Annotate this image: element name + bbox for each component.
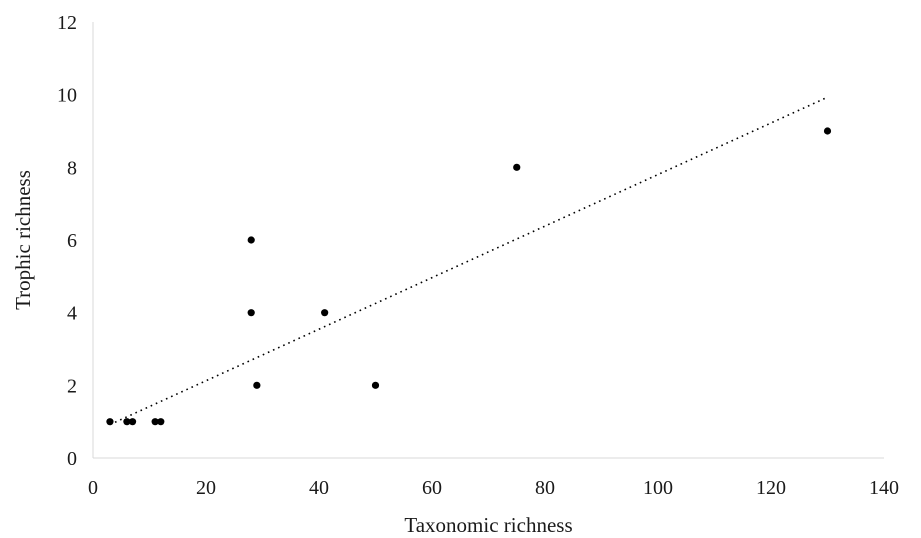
- data-point: [321, 309, 329, 317]
- data-point: [123, 418, 131, 426]
- data-point: [247, 309, 255, 317]
- y-tick-label: 0: [67, 448, 77, 470]
- x-tick-label: 80: [535, 477, 555, 499]
- data-points: [106, 127, 832, 426]
- data-point: [157, 418, 165, 426]
- x-tick-label: 60: [422, 477, 442, 499]
- x-tick-label: 40: [309, 477, 329, 499]
- y-tick-label: 2: [67, 375, 77, 397]
- y-tick-label: 10: [57, 85, 77, 107]
- x-tick-label: 20: [196, 477, 216, 499]
- x-tick-labels: 0 20 40 60 80 100 120 140: [88, 477, 899, 499]
- y-tick-label: 8: [67, 157, 77, 179]
- y-axis-title: Trophic richness: [11, 170, 35, 310]
- x-tick-label: 100: [643, 477, 673, 499]
- data-point: [513, 163, 521, 171]
- data-point: [151, 418, 159, 426]
- x-tick-label: 120: [756, 477, 786, 499]
- data-point: [106, 418, 114, 426]
- data-point: [371, 381, 380, 389]
- trendline: [109, 96, 828, 426]
- data-point: [253, 381, 261, 389]
- x-tick-label: 140: [869, 477, 899, 499]
- data-point: [128, 418, 137, 426]
- y-tick-labels: 0 2 4 6 8 10 12: [57, 12, 77, 470]
- data-point: [247, 236, 255, 244]
- y-tick-label: 6: [67, 230, 77, 252]
- x-axis-title: Taxonomic richness: [404, 513, 572, 537]
- data-point: [823, 127, 832, 135]
- y-tick-label: 12: [57, 12, 77, 34]
- y-tick-label: 4: [67, 303, 77, 325]
- x-tick-label: 0: [88, 477, 98, 499]
- axes: [92, 22, 884, 459]
